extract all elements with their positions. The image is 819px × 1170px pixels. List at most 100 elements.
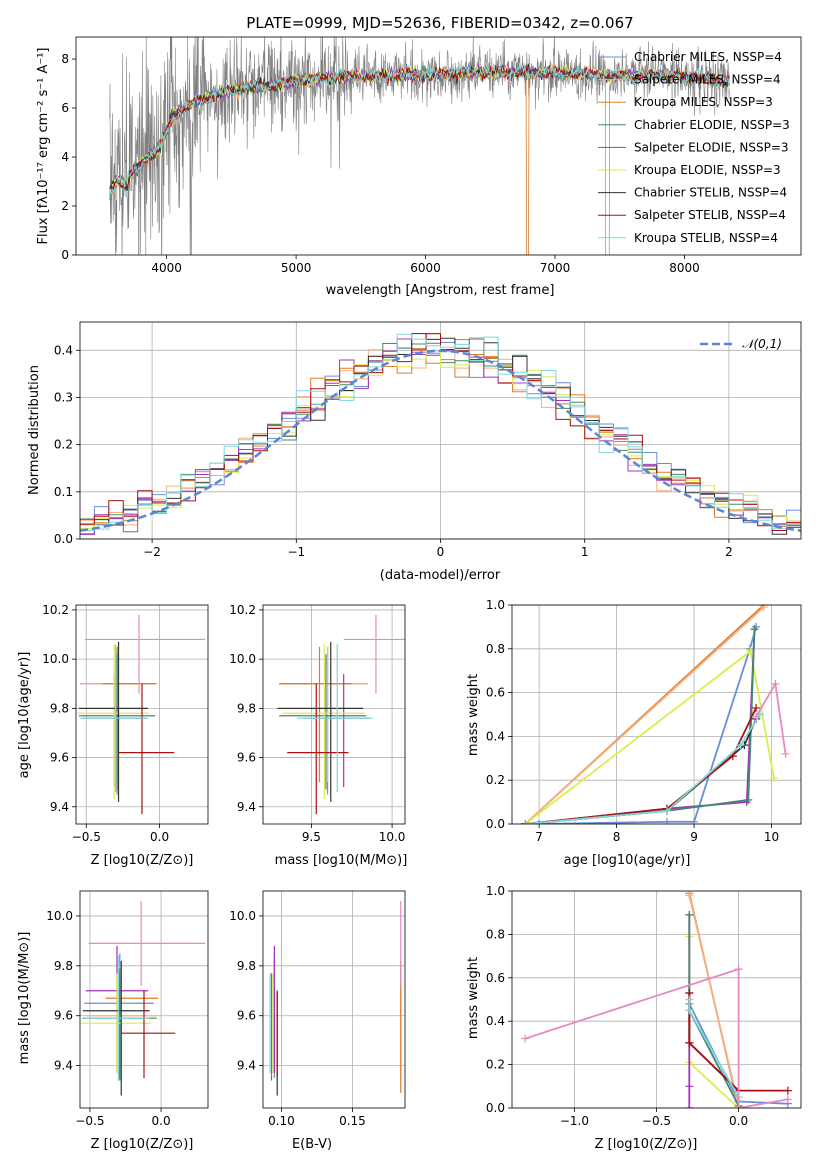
error-cross: [81, 973, 152, 1074]
y-tick-label: 6: [61, 101, 69, 115]
x-tick-label: 2: [725, 545, 733, 559]
ebv-mass-panel: E(B-V): [292, 1137, 332, 1152]
x-tick-label: −0.5: [75, 1114, 104, 1128]
weight-series: [521, 965, 792, 1108]
x-tick-label: −0.5: [642, 1114, 671, 1128]
legend-label: Kroupa MILES, NSSP=3: [634, 95, 773, 109]
y-tick-label: 1.0: [486, 884, 505, 898]
axes-frame: [75, 604, 209, 825]
histogram-ylabel: Normed distribution: [27, 365, 42, 495]
plot-area-4: [521, 605, 790, 824]
weight-series: [752, 679, 790, 758]
x-tick-label: 0.0: [150, 830, 169, 844]
weight-marker: [535, 820, 544, 824]
weight-marker: [685, 1038, 694, 1047]
x-tick-label: 7000: [540, 261, 571, 275]
age-weight-xlabel: age [log10(age/yr)]: [564, 853, 691, 868]
y-tick-label: 0.6: [486, 971, 505, 985]
legend-label: Kroupa STELIB, NSSP=4: [634, 231, 778, 245]
error-cross: [279, 646, 368, 795]
y-tick-label: 10.2: [229, 603, 256, 617]
weight-line: [525, 714, 761, 824]
weight-marker: [750, 625, 759, 634]
y-tick-label: 9.4: [54, 1059, 73, 1073]
x-tick-label: 6000: [410, 261, 441, 275]
weight-marker: [771, 679, 780, 688]
mass-age-xlabel: mass [log10(M/M⊙)]: [275, 853, 408, 868]
x-tick-label: 0: [437, 545, 445, 559]
x-tick-label: 7: [535, 830, 543, 844]
x-tick-label: 10.0: [379, 830, 406, 844]
y-tick-label: 9.4: [237, 1059, 256, 1073]
weight-series: [535, 622, 761, 824]
spectrum-legend: Chabrier MILES, NSSP=4 Salpeter MILES, NS…: [598, 50, 790, 245]
spectrum-ylabel: Flux [fλ10⁻¹⁷ erg cm⁻² s⁻¹ A⁻¹]: [36, 48, 51, 245]
y-tick-label: 0.4: [486, 1014, 505, 1028]
weight-series: [685, 988, 792, 1095]
weight-line: [688, 993, 788, 1092]
x-tick-label: 5000: [281, 261, 312, 275]
z-age-xlabel: Z [log10(Z/Z⊙)]: [91, 853, 194, 868]
weight-line: [524, 967, 789, 1108]
weight-series: [521, 710, 764, 824]
x-tick-label: −0.5: [72, 830, 101, 844]
error-cross: [303, 673, 370, 788]
y-tick-label: 10.2: [42, 603, 69, 617]
weight-line: [524, 649, 775, 824]
plot-area-0: [109, 37, 730, 255]
weight-marker: [662, 817, 671, 824]
axes-0: 4000 5000 6000 7000 8000 0 2 4 6 8: [61, 52, 699, 275]
z-weight-ylabel: mass weight: [466, 957, 481, 1039]
y-tick-label: 0.4: [486, 729, 505, 743]
legend-label: Chabrier MILES, NSSP=4: [634, 50, 782, 64]
legend-label: Kroupa ELODIE, NSSP=3: [634, 163, 781, 177]
spectrum-panel: PLATE=0999, MJD=52636, FIBERID=0342, z=0…: [36, 14, 634, 298]
y-tick-label: 10.0: [46, 909, 73, 923]
error-cross: [118, 683, 175, 815]
axes-2: −0.5 0.0 9.4 9.6 9.8 10.0 10.2: [42, 603, 208, 844]
error-cross: [82, 968, 157, 1081]
weight-line: [525, 629, 756, 824]
weight-marker: [783, 1095, 792, 1104]
axes-frame: [75, 36, 802, 256]
weight-line: [688, 895, 740, 1107]
y-tick-label: 9.6: [50, 751, 69, 765]
x-tick-label: −2: [143, 545, 161, 559]
y-tick-label: 1.0: [486, 598, 505, 612]
weight-series: [521, 703, 761, 824]
x-tick-label: 4000: [151, 261, 182, 275]
error-cross: [121, 990, 176, 1079]
axes-frame: [79, 321, 802, 540]
error-cross: [287, 683, 349, 815]
weight-marker: [685, 1006, 694, 1015]
error-cross: [88, 900, 206, 986]
y-tick-label: 0.0: [486, 1101, 505, 1115]
error-cross: [279, 646, 352, 783]
plot-area-2: [77, 614, 206, 815]
weight-marker: [685, 1082, 694, 1091]
y-tick-label: 0.2: [54, 438, 73, 452]
y-tick-label: 9.8: [237, 959, 256, 973]
y-tick-label: 2: [61, 199, 69, 213]
weight-marker: [685, 995, 694, 1004]
x-tick-label: 8000: [669, 261, 700, 275]
weight-marker: [769, 774, 778, 783]
y-tick-label: 0.6: [486, 686, 505, 700]
weight-marker: [783, 1086, 792, 1095]
plot-area-5: [81, 900, 206, 1096]
x-tick-label: 0.15: [339, 1114, 366, 1128]
ebv-mass-xlabel: E(B-V): [292, 1137, 332, 1152]
error-cross: [343, 614, 405, 694]
gaussian-curve: [80, 349, 801, 532]
z-mass-panel: Z [log10(Z/Z⊙)] mass [log10(M/M⊙)]: [17, 932, 193, 1152]
legend-label: Chabrier ELODIE, NSSP=3: [634, 118, 790, 132]
residual-histogram-panel: (data-model)/error Normed distribution: [27, 365, 501, 583]
axes-frame: [511, 604, 802, 825]
weight-marker: [690, 817, 699, 824]
y-tick-label: 9.8: [54, 959, 73, 973]
axes-frame: [511, 890, 802, 1109]
y-tick-label: 0.0: [486, 817, 505, 831]
z-weight-panel: Z [log10(Z/Z⊙)] mass weight: [466, 957, 697, 1152]
y-tick-label: 0.8: [486, 642, 505, 656]
error-cross: [277, 641, 364, 802]
